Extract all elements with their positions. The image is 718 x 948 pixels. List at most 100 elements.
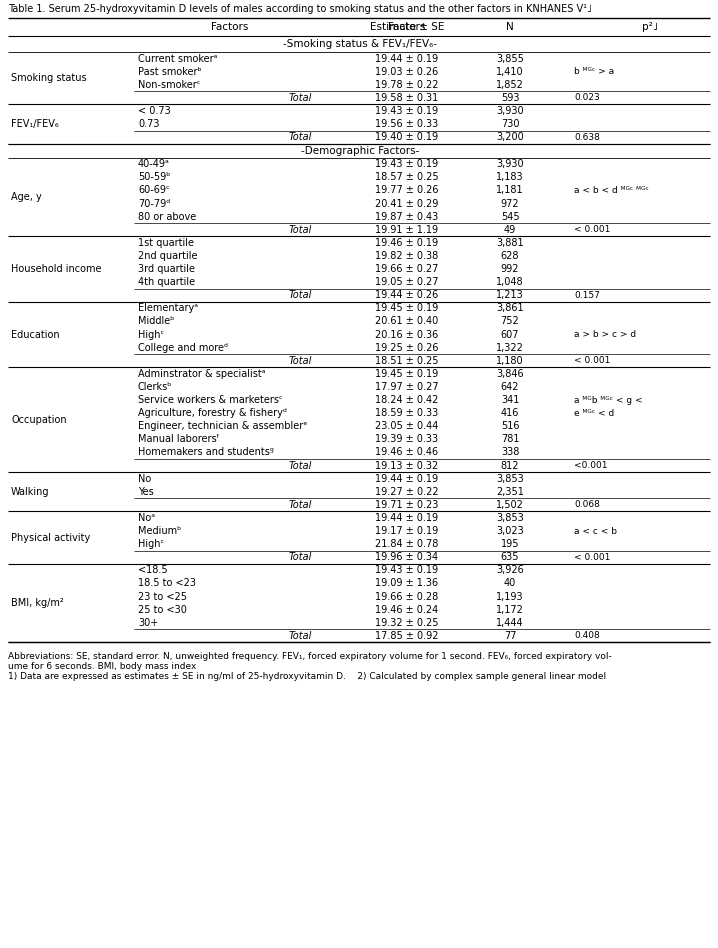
Text: a < c < b: a < c < b [574, 526, 617, 536]
Text: 21.84 ± 0.78: 21.84 ± 0.78 [376, 539, 439, 549]
Text: Occupation: Occupation [11, 414, 67, 425]
Text: 1,181: 1,181 [496, 186, 524, 195]
Text: 19.91 ± 1.19: 19.91 ± 1.19 [376, 225, 439, 235]
Text: Total: Total [289, 630, 312, 641]
Text: -Smoking status & FEV₁/FEV₆-: -Smoking status & FEV₁/FEV₆- [283, 39, 437, 49]
Text: 19.46 ± 0.46: 19.46 ± 0.46 [376, 447, 439, 458]
Text: 1,410: 1,410 [496, 66, 524, 77]
Text: 3,023: 3,023 [496, 526, 524, 536]
Text: Total: Total [289, 461, 312, 470]
Text: 338: 338 [501, 447, 519, 458]
Text: Age, y: Age, y [11, 192, 42, 202]
Text: 1) Data are expressed as estimates ± SE in ng/ml of 25-hydroxyvitamin D.    2) C: 1) Data are expressed as estimates ± SE … [8, 672, 606, 682]
Text: 19.13 ± 0.32: 19.13 ± 0.32 [376, 461, 439, 470]
Text: 18.57 ± 0.25: 18.57 ± 0.25 [376, 173, 439, 182]
Text: 40: 40 [504, 578, 516, 589]
Text: 25 to <30: 25 to <30 [138, 605, 187, 614]
Text: 1,193: 1,193 [496, 592, 524, 602]
Text: N: N [506, 22, 514, 32]
Text: Total: Total [289, 553, 312, 562]
Text: 19.82 ± 0.38: 19.82 ± 0.38 [376, 251, 439, 261]
Text: Smoking status: Smoking status [11, 73, 87, 83]
Text: 19.09 ± 1.36: 19.09 ± 1.36 [376, 578, 439, 589]
Text: 19.77 ± 0.26: 19.77 ± 0.26 [376, 186, 439, 195]
Text: Highᶜ: Highᶜ [138, 539, 164, 549]
Text: 3,881: 3,881 [496, 238, 524, 247]
Text: Total: Total [289, 225, 312, 235]
Text: 19.44 ± 0.26: 19.44 ± 0.26 [376, 290, 439, 301]
Text: Table 1. Serum 25-hydroxyvitamin D levels of males according to smoking status a: Table 1. Serum 25-hydroxyvitamin D level… [8, 4, 592, 14]
Text: 1,502: 1,502 [496, 500, 524, 510]
Text: a > b > c > d: a > b > c > d [574, 330, 636, 339]
Text: a < b < d ᴹᴳᶜ ᴹᴳᶜ: a < b < d ᴹᴳᶜ ᴹᴳᶜ [574, 186, 649, 195]
Text: 40-49ᵃ: 40-49ᵃ [138, 159, 169, 170]
Text: 18.5 to <23: 18.5 to <23 [138, 578, 196, 589]
Text: 18.51 ± 0.25: 18.51 ± 0.25 [376, 356, 439, 366]
Text: 635: 635 [500, 553, 519, 562]
Text: 3,926: 3,926 [496, 565, 524, 575]
Text: 19.05 ± 0.27: 19.05 ± 0.27 [376, 277, 439, 287]
Text: Total: Total [289, 93, 312, 102]
Text: p²˩: p²˩ [642, 22, 658, 32]
Text: 19.46 ± 0.19: 19.46 ± 0.19 [376, 238, 439, 247]
Text: 1st quartile: 1st quartile [138, 238, 194, 247]
Text: 972: 972 [500, 198, 519, 209]
Text: 19.17 ± 0.19: 19.17 ± 0.19 [376, 526, 439, 536]
Text: 0.408: 0.408 [574, 631, 600, 640]
Text: 23 to <25: 23 to <25 [138, 592, 187, 602]
Text: Non-smokerᶜ: Non-smokerᶜ [138, 80, 200, 90]
Text: Homemakers and studentsᵍ: Homemakers and studentsᵍ [138, 447, 274, 458]
Text: Factors: Factors [211, 22, 248, 32]
Text: 195: 195 [500, 539, 519, 549]
Text: 0.638: 0.638 [574, 133, 600, 141]
Text: 19.45 ± 0.19: 19.45 ± 0.19 [376, 303, 439, 314]
Text: 49: 49 [504, 225, 516, 235]
Text: 19.44 ± 0.19: 19.44 ± 0.19 [376, 53, 439, 64]
Text: 341: 341 [501, 395, 519, 405]
Text: 19.39 ± 0.33: 19.39 ± 0.33 [376, 434, 439, 445]
Text: 19.96 ± 0.34: 19.96 ± 0.34 [376, 553, 439, 562]
Text: BMI, kg/m²: BMI, kg/m² [11, 598, 64, 608]
Text: 0.023: 0.023 [574, 93, 600, 102]
Text: 1,172: 1,172 [496, 605, 524, 614]
Text: 77: 77 [504, 630, 516, 641]
Text: Manual laborersᶠ: Manual laborersᶠ [138, 434, 220, 445]
Text: Highᶜ: Highᶜ [138, 330, 164, 339]
Text: 60-69ᶜ: 60-69ᶜ [138, 186, 169, 195]
Text: -Demographic Factors-: -Demographic Factors- [301, 146, 419, 155]
Text: 1,852: 1,852 [496, 80, 524, 90]
Text: 0.73: 0.73 [138, 119, 159, 129]
Text: Yes: Yes [138, 486, 154, 497]
Text: 19.43 ± 0.19: 19.43 ± 0.19 [376, 159, 439, 170]
Text: 19.43 ± 0.19: 19.43 ± 0.19 [376, 106, 439, 116]
Text: FEV₁/FEV₆: FEV₁/FEV₆ [11, 119, 59, 129]
Text: 23.05 ± 0.44: 23.05 ± 0.44 [376, 421, 439, 431]
Text: 642: 642 [500, 382, 519, 392]
Text: 19.43 ± 0.19: 19.43 ± 0.19 [376, 565, 439, 575]
Text: 2,351: 2,351 [496, 486, 524, 497]
Text: 19.58 ± 0.31: 19.58 ± 0.31 [376, 93, 439, 102]
Text: 17.97 ± 0.27: 17.97 ± 0.27 [376, 382, 439, 392]
Text: 607: 607 [500, 330, 519, 339]
Text: 812: 812 [500, 461, 519, 470]
Text: 19.71 ± 0.23: 19.71 ± 0.23 [376, 500, 439, 510]
Text: 4th quartile: 4th quartile [138, 277, 195, 287]
Text: 19.44 ± 0.19: 19.44 ± 0.19 [376, 513, 439, 523]
Text: Current smokerᵃ: Current smokerᵃ [138, 53, 218, 64]
Text: Total: Total [289, 356, 312, 366]
Text: Elementaryᵃ: Elementaryᵃ [138, 303, 198, 314]
Text: 545: 545 [500, 211, 519, 222]
Text: 80 or above: 80 or above [138, 211, 196, 222]
Text: 1,444: 1,444 [496, 618, 524, 628]
Text: Total: Total [289, 290, 312, 301]
Text: 0.157: 0.157 [574, 291, 600, 300]
Text: 416: 416 [501, 409, 519, 418]
Text: 19.44 ± 0.19: 19.44 ± 0.19 [376, 474, 439, 483]
Text: Noᵃ: Noᵃ [138, 513, 155, 523]
Text: 20.16 ± 0.36: 20.16 ± 0.36 [376, 330, 439, 339]
Text: Education: Education [11, 330, 60, 339]
Text: 17.85 ± 0.92: 17.85 ± 0.92 [376, 630, 439, 641]
Text: 3,853: 3,853 [496, 474, 524, 483]
Text: < 0.001: < 0.001 [574, 356, 610, 365]
Text: Engineer, technician & assemblerᵉ: Engineer, technician & assemblerᵉ [138, 421, 307, 431]
